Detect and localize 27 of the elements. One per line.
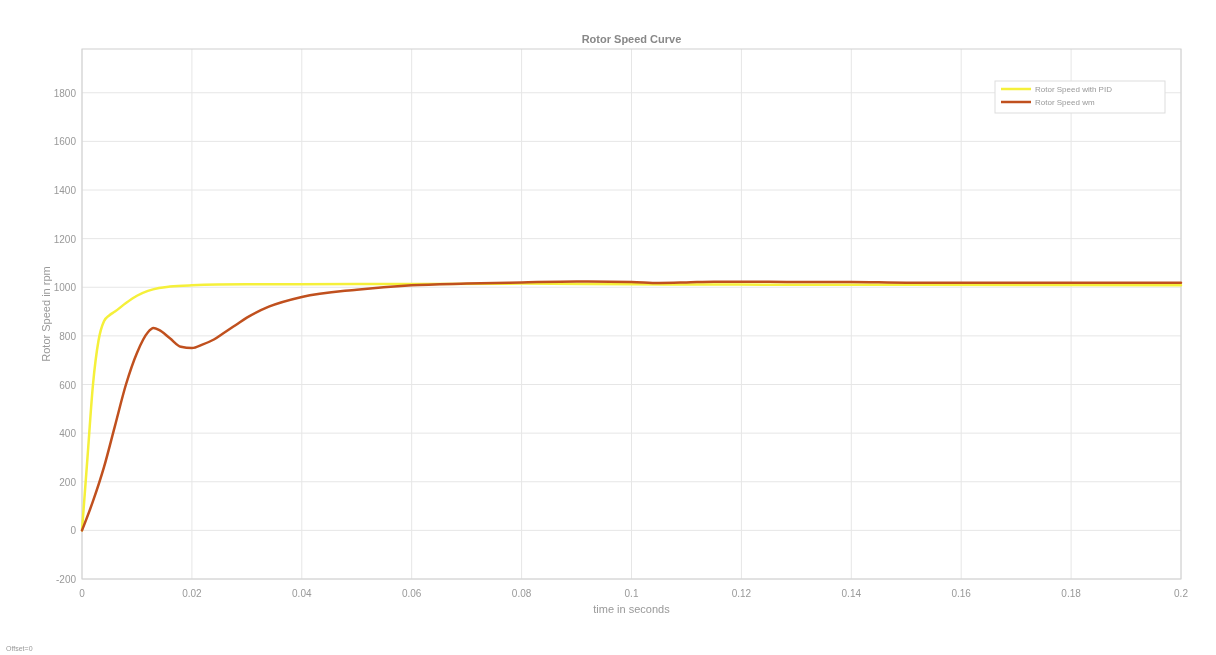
legend-label: Rotor Speed with PID (1035, 85, 1113, 94)
x-tick-label: 0.1 (624, 588, 639, 599)
y-tick-label: 1400 (53, 185, 77, 197)
x-tick-label: 0.18 (1061, 588, 1082, 599)
x-tick-label: 0.02 (182, 588, 203, 599)
x-tick-label: 0.04 (292, 588, 312, 599)
x-tick-label: 0.06 (401, 588, 422, 599)
x-tick-label: 0.08 (511, 588, 532, 599)
y-tick-label: 400 (59, 428, 77, 440)
y-tick-label: 800 (59, 330, 77, 342)
legend-label: Rotor Speed wm (1035, 98, 1095, 107)
x-tick-label: 0.2 (1174, 588, 1189, 599)
y-tick-label: 1000 (53, 282, 77, 294)
y-tick-label: 1200 (53, 233, 77, 245)
x-axis-title: time in seconds (593, 603, 671, 615)
chart-title: Rotor Speed Curve (581, 33, 682, 45)
y-tick-label: 0 (70, 525, 77, 537)
y-tick-label: 600 (59, 379, 77, 391)
y-axis-title: Rotor Speed in rpm (40, 266, 52, 362)
x-tick-label: 0.16 (951, 588, 972, 599)
x-tick-label: 0 (79, 588, 86, 599)
x-tick-label: 0.14 (841, 588, 862, 599)
x-tick-label: 0.12 (731, 588, 752, 599)
y-tick-label: -200 (55, 574, 77, 585)
y-tick-label: 200 (59, 476, 77, 488)
y-tick-label: 1800 (53, 87, 77, 99)
y-tick-label: 1600 (53, 136, 77, 148)
